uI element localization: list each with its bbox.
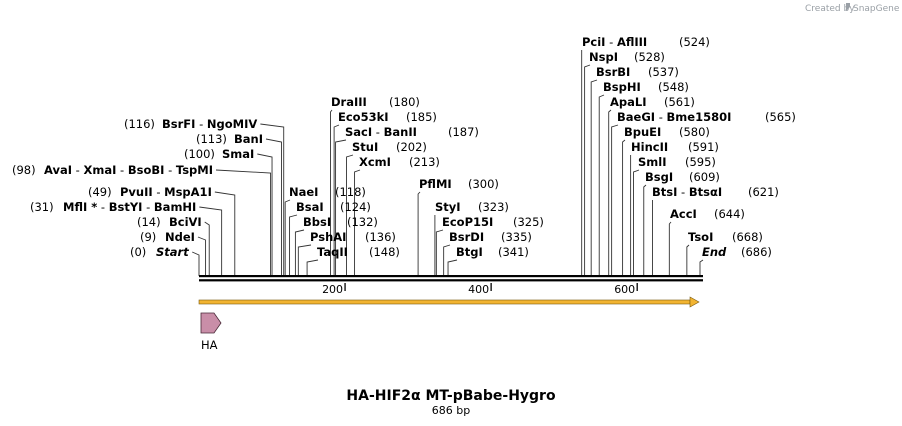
- site-eco53ki[interactable]: Eco53kI (185): [338, 110, 437, 124]
- site-bsai[interactable]: BsaI (124): [296, 200, 371, 214]
- site-line-end: [699, 259, 704, 276]
- site-line-taqii: [306, 259, 319, 276]
- site-btsi[interactable]: BtsI - BtsαI (621): [652, 185, 779, 199]
- site-line-baegi: [611, 124, 619, 276]
- site-line-smli: [633, 169, 640, 276]
- ruler: 200 400 600: [322, 283, 638, 296]
- site-acci[interactable]: AccI (644): [670, 207, 745, 221]
- orf-arrow[interactable]: [198, 296, 700, 308]
- ruler-label-600: 600: [614, 283, 635, 296]
- site-pshai[interactable]: PshAI (136): [310, 230, 396, 244]
- site-line-pflmi: [417, 191, 421, 276]
- site-saci[interactable]: SacI - BanII (187): [345, 125, 479, 139]
- map-length: 686 bp: [432, 404, 470, 417]
- site-line-bbsi: [294, 229, 305, 276]
- map-title: HA-HIF2α MT-pBabe-Hygro: [346, 388, 556, 404]
- site-baegi[interactable]: BaeGI - Bme1580I (565): [617, 110, 796, 124]
- site-bsgi[interactable]: BsgI (609): [645, 170, 720, 184]
- created-by-text: Created by: [805, 4, 855, 14]
- snapgene-brand: Created by SnapGene: [805, 3, 900, 14]
- site-line-btgi: [447, 259, 458, 276]
- site-ecop15i[interactable]: EcoP15I (325): [442, 215, 544, 229]
- site-smai[interactable]: (100) SmaI: [184, 147, 254, 161]
- site-line-pshai: [297, 244, 312, 276]
- site-bpuei[interactable]: BpuEI (580): [624, 125, 710, 139]
- site-line-bsrdi: [443, 244, 451, 276]
- site-start[interactable]: (0) Start: [130, 245, 189, 259]
- site-avai[interactable]: (98) AvaI - XmaI - BsoBI - TspMI: [12, 163, 213, 177]
- site-line-bpuei: [622, 139, 626, 276]
- site-line-start: [192, 251, 200, 276]
- site-taqii[interactable]: TaqII (148): [317, 245, 400, 259]
- site-line-smai: [257, 153, 273, 276]
- dna-top-strand: [199, 275, 703, 278]
- site-line-apali: [608, 109, 612, 276]
- site-line-bsai: [289, 214, 298, 276]
- site-line-saci: [335, 139, 347, 276]
- ha-feature[interactable]: HA: [200, 312, 222, 352]
- site-naei[interactable]: NaeI (118): [289, 185, 366, 199]
- site-draiii[interactable]: DraIII (180): [331, 95, 420, 109]
- site-line-draiii: [330, 109, 333, 276]
- site-line-nspi: [584, 64, 591, 276]
- site-hincii[interactable]: HincII (591): [631, 140, 719, 154]
- site-pcii[interactable]: PciI - AflIII (524): [582, 35, 710, 49]
- site-bsrdi[interactable]: BsrDI (335): [449, 230, 532, 244]
- site-mfli[interactable]: (31) MflI * - BstYI - BamHI: [30, 200, 196, 214]
- ruler-label-200: 200: [322, 283, 343, 296]
- site-line-bsphi: [598, 94, 605, 276]
- ha-feature-label: HA: [201, 338, 218, 352]
- snapgene-logo-icon: [846, 3, 850, 11]
- ruler-label-400: 400: [468, 283, 489, 296]
- site-line-ndei: [197, 236, 207, 276]
- site-styi[interactable]: StyI (323): [435, 200, 509, 214]
- site-line-tsoi: [686, 244, 690, 276]
- brand-name: SnapGene: [853, 4, 900, 14]
- site-stui[interactable]: StuI (202): [352, 140, 427, 154]
- site-pflmi[interactable]: PflMI (300): [419, 177, 499, 191]
- site-lines: [192, 50, 704, 276]
- site-end[interactable]: End (686): [702, 245, 772, 259]
- dna-backbone: [199, 275, 703, 282]
- site-line-mfli: [199, 206, 223, 276]
- site-line-pvuii: [214, 191, 236, 276]
- site-ndei[interactable]: (9) NdeI: [140, 230, 195, 244]
- site-line-avai: [215, 169, 272, 276]
- site-labels: (0) Start (9) NdeI (14) BciVI (31) MflI * - …: [12, 35, 796, 259]
- site-smli[interactable]: SmlI (595): [638, 155, 716, 169]
- dna-bottom-strand: [199, 279, 703, 282]
- site-line-naei: [284, 199, 291, 276]
- site-line-stui: [346, 154, 354, 276]
- site-xcmi[interactable]: XcmI (213): [359, 155, 440, 169]
- site-nspi[interactable]: NspI (528): [589, 50, 665, 64]
- site-line-bsrbi: [590, 79, 598, 276]
- site-bsrbi[interactable]: BsrBI (537): [596, 65, 679, 79]
- site-line-eco53ki: [333, 124, 340, 276]
- site-line-ecop15i: [435, 229, 444, 276]
- orf-arrowhead: [689, 296, 700, 308]
- site-bsphi[interactable]: BspHI (548): [603, 80, 689, 94]
- site-apali[interactable]: ApaLI (561): [610, 95, 695, 109]
- site-line-xcmi: [354, 169, 361, 276]
- site-bsrfi[interactable]: (116) BsrFI - NgoMIV: [124, 117, 257, 131]
- site-line-bcivi: [204, 221, 210, 276]
- site-btgi[interactable]: BtgI (341): [456, 245, 529, 259]
- ha-feature-arrow: [200, 312, 222, 334]
- site-tsoi[interactable]: TsoI (668): [688, 230, 763, 244]
- orf-bar: [198, 299, 691, 305]
- site-pvuii[interactable]: (49) PvuII - MspA1I: [88, 185, 212, 199]
- site-bani[interactable]: (113) BanI: [196, 132, 263, 146]
- site-line-bsgi: [643, 184, 647, 276]
- site-line-bani: [265, 138, 282, 276]
- site-bbsi[interactable]: BbsI (132): [303, 215, 378, 229]
- site-line-acci: [668, 221, 672, 276]
- site-line-bsrfi: [260, 123, 285, 276]
- site-bcivi[interactable]: (14) BciVI: [137, 215, 202, 229]
